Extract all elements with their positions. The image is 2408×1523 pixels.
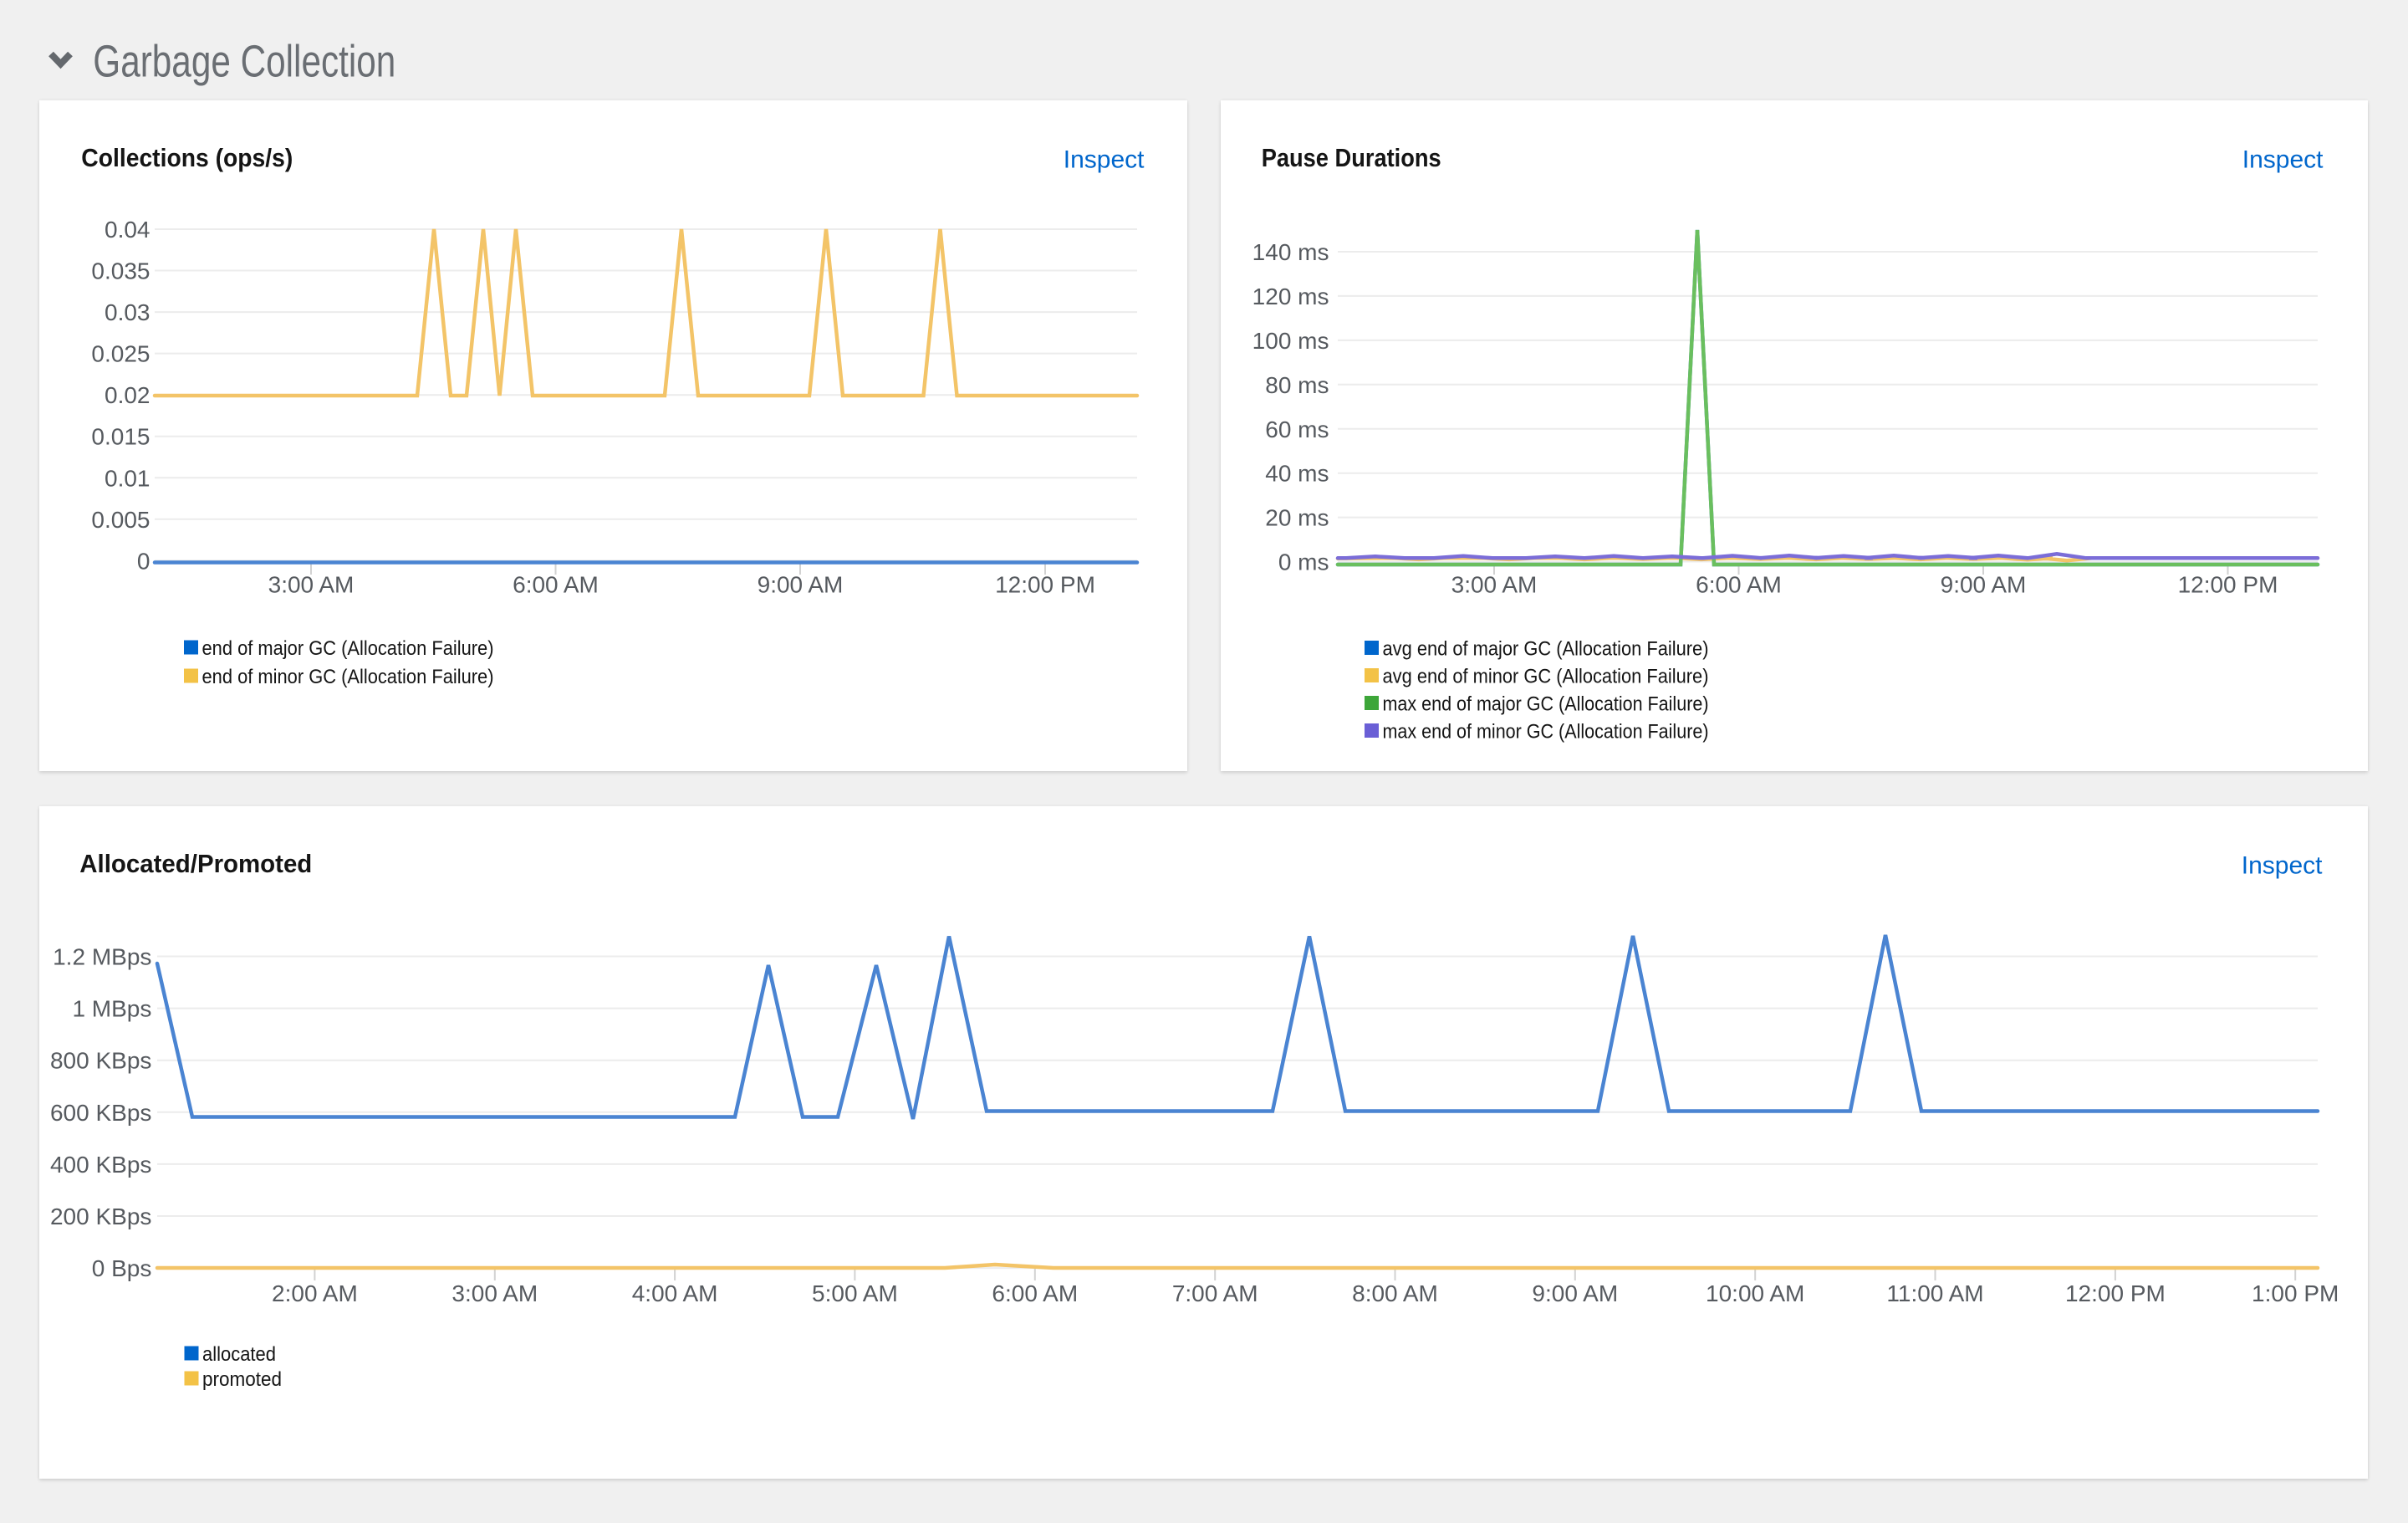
svg-text:0.005: 0.005	[91, 507, 150, 533]
svg-text:avg end of minor GC (Allocatio: avg end of minor GC (Allocation Failure)	[1383, 666, 1709, 688]
svg-text:0: 0	[137, 548, 150, 574]
svg-text:3:00 AM: 3:00 AM	[268, 572, 355, 598]
svg-text:0 ms: 0 ms	[1278, 549, 1329, 575]
svg-text:0.015: 0.015	[91, 424, 150, 450]
svg-text:Inspect: Inspect	[2242, 852, 2323, 880]
svg-text:8:00 AM: 8:00 AM	[1352, 1280, 1438, 1306]
svg-text:120 ms: 120 ms	[1252, 284, 1329, 309]
svg-text:9:00 AM: 9:00 AM	[1532, 1280, 1618, 1306]
svg-text:80 ms: 80 ms	[1265, 372, 1329, 398]
svg-text:6:00 AM: 6:00 AM	[1696, 572, 1782, 598]
svg-text:11:00 AM: 11:00 AM	[1886, 1280, 1983, 1306]
svg-text:2:00 AM: 2:00 AM	[272, 1280, 358, 1306]
svg-text:0.03: 0.03	[105, 299, 150, 325]
svg-text:1.2 MBps: 1.2 MBps	[53, 944, 151, 970]
svg-text:140 ms: 140 ms	[1252, 239, 1329, 265]
svg-text:12:00 PM: 12:00 PM	[995, 572, 1095, 598]
svg-text:9:00 AM: 9:00 AM	[1941, 572, 2027, 598]
svg-text:end of major GC (Allocation Fa: end of major GC (Allocation Failure)	[202, 637, 494, 660]
svg-text:max end of major GC (Allocatio: max end of major GC (Allocation Failure)	[1383, 693, 1709, 716]
svg-text:400 KBps: 400 KBps	[50, 1152, 151, 1178]
svg-text:10:00 AM: 10:00 AM	[1706, 1280, 1804, 1306]
svg-text:1:00 PM: 1:00 PM	[2252, 1280, 2339, 1306]
svg-text:max end of minor GC (Allocatio: max end of minor GC (Allocation Failure)	[1383, 721, 1709, 744]
svg-text:Inspect: Inspect	[1064, 146, 1145, 174]
svg-text:3:00 AM: 3:00 AM	[1451, 572, 1538, 598]
svg-text:100 ms: 100 ms	[1252, 328, 1329, 354]
svg-text:Inspect: Inspect	[2242, 146, 2324, 174]
svg-text:6:00 AM: 6:00 AM	[992, 1280, 1078, 1306]
svg-text:1 MBps: 1 MBps	[72, 996, 151, 1022]
svg-text:Allocated/Promoted: Allocated/Promoted	[79, 849, 312, 878]
svg-text:5:00 AM: 5:00 AM	[812, 1280, 898, 1306]
svg-text:0.025: 0.025	[91, 341, 150, 367]
svg-text:600 KBps: 600 KBps	[50, 1100, 151, 1126]
svg-text:60 ms: 60 ms	[1265, 417, 1329, 442]
svg-text:Collections (ops/s): Collections (ops/s)	[81, 143, 293, 172]
svg-text:Garbage Collection: Garbage Collection	[93, 37, 395, 87]
svg-text:promoted: promoted	[202, 1368, 282, 1391]
svg-text:0.02: 0.02	[105, 382, 150, 408]
svg-text:200 KBps: 200 KBps	[50, 1204, 151, 1229]
svg-text:end of minor GC (Allocation Fa: end of minor GC (Allocation Failure)	[202, 666, 494, 688]
svg-text:800 KBps: 800 KBps	[50, 1048, 151, 1074]
svg-text:20 ms: 20 ms	[1265, 505, 1329, 531]
svg-text:3:00 AM: 3:00 AM	[452, 1280, 538, 1306]
svg-text:Pause Durations: Pause Durations	[1262, 143, 1441, 172]
svg-text:12:00 PM: 12:00 PM	[2178, 572, 2278, 598]
svg-text:allocated: allocated	[202, 1343, 276, 1366]
svg-text:4:00 AM: 4:00 AM	[632, 1280, 718, 1306]
svg-text:9:00 AM: 9:00 AM	[758, 572, 844, 598]
svg-text:0 Bps: 0 Bps	[92, 1255, 152, 1281]
svg-text:0.04: 0.04	[105, 217, 150, 243]
svg-text:0.035: 0.035	[91, 258, 150, 284]
svg-text:0.01: 0.01	[105, 465, 150, 491]
svg-text:7:00 AM: 7:00 AM	[1172, 1280, 1258, 1306]
svg-text:6:00 AM: 6:00 AM	[513, 572, 599, 598]
svg-text:40 ms: 40 ms	[1265, 461, 1329, 487]
svg-text:12:00 PM: 12:00 PM	[2065, 1280, 2166, 1306]
svg-text:avg end of major GC (Allocatio: avg end of major GC (Allocation Failure)	[1383, 638, 1709, 661]
